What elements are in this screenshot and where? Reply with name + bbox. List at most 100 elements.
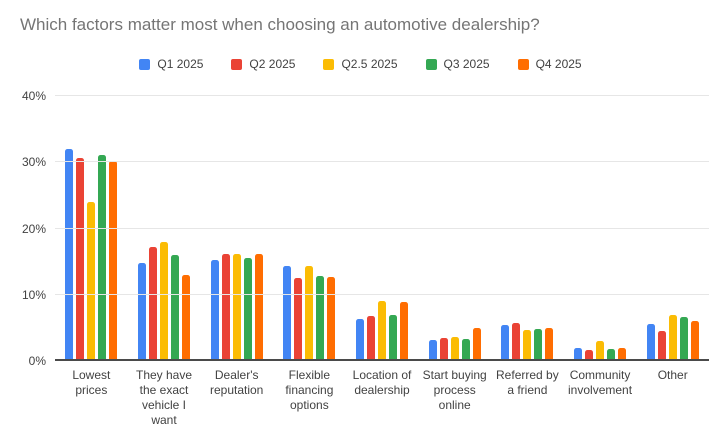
bar-q4-2025-other [690,320,699,361]
legend-item-q1-2025: Q1 2025 [139,57,203,71]
bar-q3-2025-lowest-prices [98,154,107,361]
bar-group-location-of-dealership [346,96,419,361]
x-axis-label-cell: Other [636,368,709,428]
legend-label: Q4 2025 [535,57,582,71]
y-axis-tick-label-10: 10% [21,287,46,302]
x-axis-category-label-flexible-financing-options: Flexible financing options [285,368,334,412]
bar-q2-5-2025-dealer-s-reputation [232,254,241,361]
legend-swatch-icon [231,58,243,70]
bar-q2-5-2025-flexible-financing-options [305,266,314,361]
bar-q3-2025-dealer-s-reputation [243,258,252,361]
x-axis-category-label-start-buying-process-online: Start buying process online [422,368,487,412]
gridline-40 [55,95,709,96]
chart-legend: Q1 2025 Q2 2025 Q2.5 2025 Q3 2025 Q4 2025 [0,57,721,71]
bar-q2-5-2025-they-have-the-exact-vehicle-i-want [160,242,168,361]
bar-q1-2025-they-have-the-exact-vehicle-i-want [138,262,146,361]
x-axis-category-label-lowest-prices: Lowest prices [72,368,111,397]
bar-q2-2025-other [657,330,666,361]
gridline-10 [55,293,709,295]
x-axis-category-label-they-have-the-exact-vehicle-i-want: They have the exact vehicle I want [135,368,193,427]
bar-q4-2025-location-of-dealership [400,302,409,361]
x-axis-category-label-location-of-dealership: Location of dealership [352,368,412,397]
bar-q1-2025-flexible-financing-options [283,266,292,361]
legend-item-q3-2025: Q3 2025 [425,57,490,71]
bar-group-lowest-prices [55,96,128,361]
x-axis-labels: Lowest prices They have the exact vehicle… [55,368,709,428]
bar-q4-2025-lowest-prices [109,160,118,361]
bar-group-start-buying-process-online [418,96,491,361]
bar-q2-2025-start-buying-process-online [439,338,448,361]
bar-group-dealer-s-reputation [200,96,273,361]
x-axis-label-cell: Flexible financing options [273,368,346,428]
legend-label: Q3 2025 [443,57,490,71]
x-axis-category-label-other: Other [657,368,688,382]
bar-q1-2025-lowest-prices [65,149,74,361]
bar-q2-2025-dealer-s-reputation [221,254,230,361]
y-axis-tick-label-40: 40% [21,89,46,103]
x-axis-label-cell: Referred by a friend [491,368,564,428]
legend-label: Q2.5 2025 [341,57,398,71]
bar-q3-2025-community-involvement [607,349,616,361]
x-axis-line [55,359,709,361]
legend-item-q2-5-2025: Q2.5 2025 [323,57,398,71]
bar-q1-2025-dealer-s-reputation [210,259,219,361]
y-axis-tick-label-30: 30% [21,155,46,170]
bar-q2-5-2025-referred-by-a-friend [523,329,532,361]
bar-q2-2025-flexible-financing-options [294,277,303,361]
bar-q2-2025-lowest-prices [76,157,85,361]
x-axis-category-label-community-involvement: Community involvement [568,368,633,397]
bar-q2-2025-referred-by-a-friend [512,322,521,361]
bar-group-flexible-financing-options [273,96,346,361]
bar-groups [55,96,709,361]
legend-label: Q1 2025 [157,57,204,71]
x-axis-category-label-referred-by-a-friend: Referred by a friend [496,368,559,397]
bar-q1-2025-start-buying-process-online [428,339,437,361]
bar-q3-2025-they-have-the-exact-vehicle-i-want [171,255,179,361]
bar-q2-2025-community-involvement [585,350,594,361]
bar-q1-2025-referred-by-a-friend [501,325,510,361]
bar-q1-2025-community-involvement [574,347,583,361]
bar-q4-2025-referred-by-a-friend [545,327,554,361]
bar-q4-2025-flexible-financing-options [327,276,336,361]
bar-q2-5-2025-location-of-dealership [378,301,387,361]
legend-swatch-icon [425,58,437,70]
legend-item-q2-2025: Q2 2025 [231,57,295,71]
bar-q2-5-2025-start-buying-process-online [450,337,459,361]
y-axis-tick-label-20: 20% [21,221,46,236]
bar-group-they-have-the-exact-vehicle-i-want [128,96,201,361]
bar-q4-2025-they-have-the-exact-vehicle-i-want [182,274,190,361]
bar-q3-2025-location-of-dealership [389,314,398,361]
bar-q1-2025-location-of-dealership [356,319,365,361]
x-axis-label-cell: Start buying process online [418,368,491,428]
legend-swatch-icon [517,58,529,70]
x-axis-label-cell: Lowest prices [55,368,128,428]
bar-q4-2025-community-involvement [618,348,627,361]
y-axis-tick-label-0: 0% [28,354,46,368]
bar-q2-2025-they-have-the-exact-vehicle-i-want [149,247,157,361]
legend-item-q4-2025: Q4 2025 [517,57,582,71]
gridline-20 [55,227,709,229]
bar-q2-2025-location-of-dealership [367,315,376,361]
gridline-30 [55,161,709,163]
plot-area: 0% 10% 20% 30% 40% [22,89,709,368]
legend-label: Q2 2025 [249,57,296,71]
x-axis-label-cell: Dealer's reputation [200,368,273,428]
bar-group-other [636,96,709,361]
bar-q3-2025-referred-by-a-friend [534,328,543,361]
x-axis-label-cell: Location of dealership [346,368,419,428]
x-axis-label-cell: They have the exact vehicle I want [128,368,201,428]
bar-q4-2025-dealer-s-reputation [254,254,263,361]
x-axis-category-label-dealer-s-reputation: Dealer's reputation [209,368,264,397]
bar-q2-5-2025-other [668,315,677,361]
bar-q3-2025-other [679,316,688,361]
bar-q2-5-2025-community-involvement [596,341,605,361]
bar-group-community-involvement [564,96,637,361]
legend-swatch-icon [323,58,335,70]
bar-q1-2025-other [646,323,655,361]
chart-title: Which factors matter most when choosing … [20,15,540,34]
bar-q4-2025-start-buying-process-online [472,327,481,361]
bar-q2-5-2025-lowest-prices [87,202,96,361]
bar-group-referred-by-a-friend [491,96,564,361]
x-axis-label-cell: Community involvement [564,368,637,428]
